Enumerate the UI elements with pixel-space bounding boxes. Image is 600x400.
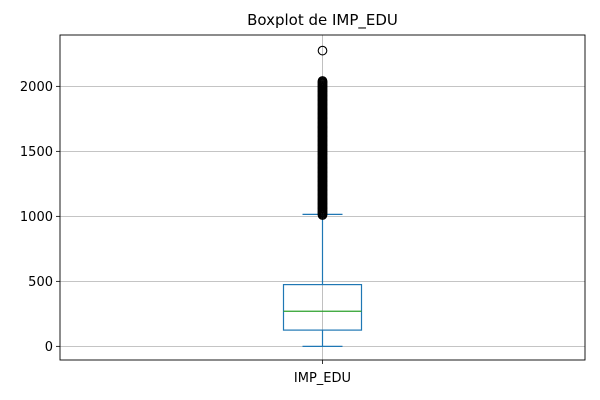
outlier-point: [317, 45, 328, 56]
y-tick-label: 1500: [20, 145, 53, 160]
iqr-box: [282, 284, 363, 331]
x-tick-label: IMP_EDU: [294, 371, 351, 386]
chart-title: Boxplot de IMP_EDU: [247, 11, 398, 29]
y-tick-label: 0: [45, 340, 53, 355]
axes: 0 500 1000 1500 2000 IMP_EDU: [20, 34, 586, 386]
y-tick-label: 500: [28, 275, 53, 290]
y-tick-label: 1000: [20, 210, 53, 225]
outlier-point: [317, 76, 328, 86]
outliers-group: [317, 45, 328, 220]
y-tick-label: 2000: [20, 80, 53, 95]
